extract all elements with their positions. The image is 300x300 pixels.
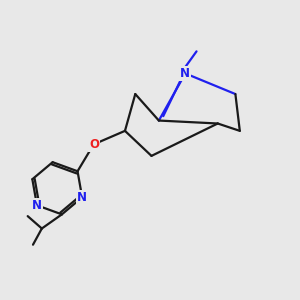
Text: N: N	[77, 191, 87, 204]
Text: O: O	[89, 138, 99, 151]
Text: N: N	[32, 199, 42, 212]
Text: N: N	[180, 67, 190, 80]
